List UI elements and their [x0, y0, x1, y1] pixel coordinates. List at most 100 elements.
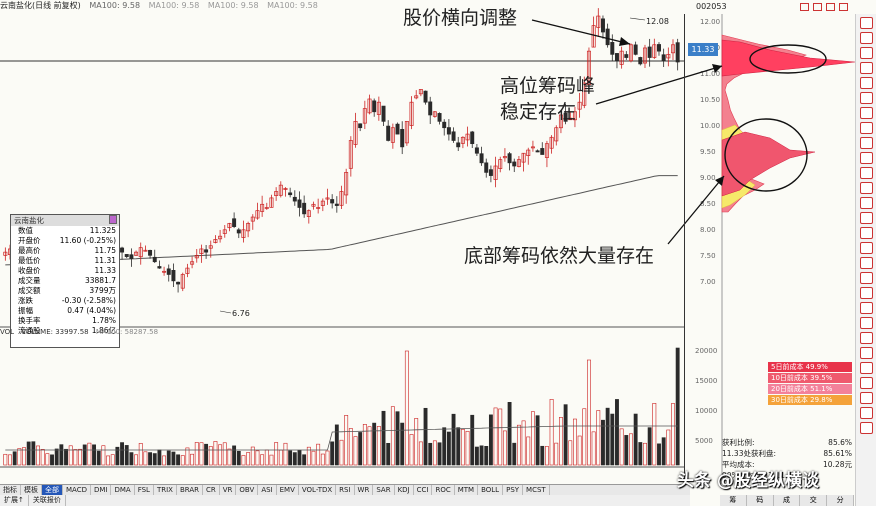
tool-icon[interactable] — [860, 317, 873, 329]
volume-bar — [358, 432, 363, 466]
indicator-tab[interactable]: VR — [220, 485, 237, 495]
data-window-panel[interactable]: 云南盐化 数值 11.325 开盘价 11.60 (-0.25%) 最高价 11.75 最低… — [10, 214, 120, 348]
chip-tool-icon[interactable] — [813, 3, 822, 11]
candle-up — [628, 44, 633, 62]
tool-icon[interactable] — [860, 272, 873, 284]
tool-icon[interactable] — [860, 197, 873, 209]
row-value: 11.31 — [94, 256, 116, 265]
tool-icon[interactable] — [860, 392, 873, 404]
volume-bar — [306, 446, 311, 466]
candle-up — [3, 251, 8, 256]
indicator-tab[interactable]: RSI — [336, 485, 355, 495]
candle-down — [563, 112, 568, 122]
indicator-tab[interactable]: ASI — [258, 485, 277, 495]
indicator-tab[interactable]: ROC — [432, 485, 455, 495]
indicator-tab[interactable]: MCST — [523, 485, 550, 495]
tool-icon[interactable] — [860, 77, 873, 89]
annotation-sideways: 股价横向调整 — [403, 7, 518, 29]
indicator-tab[interactable]: WR — [355, 485, 374, 495]
indicator-tab[interactable]: DMA — [111, 485, 135, 495]
tool-icon[interactable] — [860, 17, 873, 29]
bottom-tab[interactable]: 关联报价 — [29, 495, 66, 506]
candle-down — [661, 54, 666, 62]
volume-bar — [615, 399, 619, 466]
volume-bar — [502, 430, 507, 466]
tool-icon[interactable] — [860, 167, 873, 179]
ma-label-1: MA100: 9.58 — [89, 1, 141, 10]
indicator-tab[interactable]: DMI — [91, 485, 112, 495]
tool-icon[interactable] — [860, 347, 873, 359]
indicator-tab[interactable]: SAR — [373, 485, 395, 495]
chip-mode-button[interactable]: 码 — [747, 495, 774, 506]
candle-down — [171, 270, 176, 282]
indicator-tab[interactable]: KDJ — [395, 485, 414, 495]
candle-down — [451, 131, 456, 141]
volume-bar — [250, 446, 255, 466]
arrowhead-icon — [712, 64, 722, 73]
candle-up — [568, 117, 573, 121]
tool-icon[interactable] — [860, 137, 873, 149]
tool-icon[interactable] — [860, 227, 873, 239]
indicator-tab[interactable]: 模板 — [21, 485, 42, 495]
tool-icon[interactable] — [860, 302, 873, 314]
indicator-tab[interactable]: MACD — [63, 485, 91, 495]
candle-down — [236, 229, 241, 234]
volume-bar — [638, 442, 643, 466]
volume-ma-line — [5, 425, 678, 451]
row-label: 最高价 — [18, 246, 41, 255]
tool-icon[interactable] — [860, 62, 873, 74]
stock-name: 云南盐化(日线 前复权) — [0, 1, 81, 10]
row-value: 1.78% — [92, 316, 116, 325]
volume-bar — [241, 455, 246, 466]
chip-mode-button[interactable]: 筹 — [720, 495, 747, 506]
tool-icon[interactable] — [860, 212, 873, 224]
tool-icon[interactable] — [860, 257, 873, 269]
indicator-tab[interactable]: BRAR — [177, 485, 203, 495]
tool-icon[interactable] — [860, 32, 873, 44]
close-icon[interactable] — [109, 215, 117, 224]
candle-up — [582, 82, 587, 106]
tool-icon[interactable] — [860, 362, 873, 374]
indicator-tab[interactable]: CCI — [414, 485, 433, 495]
indicator-tab[interactable]: CR — [203, 485, 220, 495]
row-label: 收盘价 — [18, 266, 41, 275]
indicator-tab[interactable]: FSL — [135, 485, 154, 495]
tool-icon[interactable] — [860, 242, 873, 254]
indicator-tab[interactable]: VOL-TDX — [299, 485, 337, 495]
indicator-tab[interactable]: PSY — [503, 485, 524, 495]
tool-icon[interactable] — [860, 332, 873, 344]
tool-icon[interactable] — [860, 152, 873, 164]
chip-tool-icon[interactable] — [800, 3, 809, 11]
indicator-tab[interactable]: TRIX — [154, 485, 177, 495]
tool-icon[interactable] — [860, 122, 873, 134]
indicator-tab[interactable]: OBV — [236, 485, 259, 495]
data-window-row: 开盘价 11.60 (-0.25%) — [11, 236, 119, 246]
indicator-tab[interactable]: MTM — [455, 485, 479, 495]
candle-up — [498, 159, 503, 169]
volume-bar — [311, 450, 316, 466]
candle-up — [190, 261, 195, 265]
tool-icon[interactable] — [860, 287, 873, 299]
indicator-tab[interactable]: 全部 — [42, 485, 63, 495]
chip-mode-button[interactable]: 分 — [827, 495, 854, 506]
volume-bar — [666, 429, 671, 466]
chip-stat-row: 11.33处获利盘: 85.61% — [722, 448, 852, 459]
tool-icon[interactable] — [860, 47, 873, 59]
tool-icon[interactable] — [860, 182, 873, 194]
tool-icon[interactable] — [860, 422, 873, 434]
tool-icon[interactable] — [860, 92, 873, 104]
chip-mode-button[interactable]: 交 — [800, 495, 828, 506]
indicator-tab[interactable]: 指标 — [0, 485, 21, 495]
tool-icon[interactable] — [860, 377, 873, 389]
tool-icon[interactable] — [860, 407, 873, 419]
chip-tool-icon[interactable] — [826, 3, 835, 11]
volume-bar — [479, 445, 484, 466]
bottom-tab[interactable]: 扩展↑ — [0, 495, 29, 506]
volume-bar — [362, 424, 367, 466]
tool-icon[interactable] — [860, 107, 873, 119]
indicator-tab[interactable]: EMV — [277, 485, 299, 495]
close-icon[interactable] — [839, 3, 848, 11]
indicator-tab[interactable]: BOLL — [478, 485, 504, 495]
chip-mode-button[interactable]: 成 — [774, 495, 801, 506]
